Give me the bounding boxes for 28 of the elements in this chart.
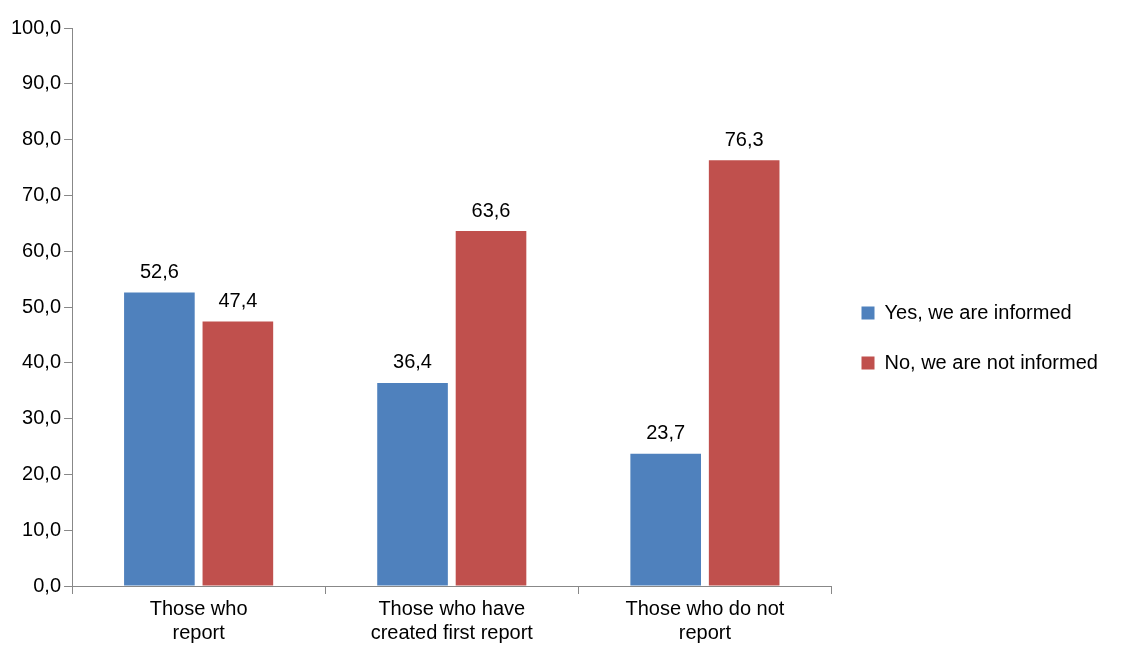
data-label: 52,6 [139, 260, 179, 283]
x-tick-label: Those who have created first report [370, 596, 534, 643]
y-tick-label: 10,0 [22, 517, 62, 540]
data-label: 63,6 [471, 198, 511, 221]
data-label: 23,7 [646, 421, 686, 444]
data-label: 36,4 [393, 350, 432, 373]
bar [708, 160, 780, 586]
y-tick-label: 20,0 [22, 461, 62, 484]
legend-label: Yes, we are informed [884, 300, 1072, 323]
y-tick-label: 30,0 [22, 406, 62, 429]
y-tick-label: 40,0 [22, 350, 62, 373]
legend-label: No, we are not informed [884, 350, 1098, 373]
data-label: 76,3 [724, 127, 764, 150]
bar [202, 321, 274, 586]
y-tick-label: 70,0 [22, 182, 62, 205]
bar [377, 382, 448, 586]
x-tick-label: Those who report [149, 596, 248, 643]
y-tick-label: 50,0 [22, 294, 62, 317]
y-tick-label: 0,0 [33, 573, 62, 596]
bar [124, 292, 195, 586]
y-tick-label: 80,0 [22, 127, 62, 150]
y-tick-label: 90,0 [22, 71, 62, 94]
bar [630, 453, 701, 586]
x-tick-label: Those who do not report [625, 596, 785, 643]
bar [455, 231, 527, 586]
data-label: 47,4 [218, 289, 258, 312]
y-tick-label: 60,0 [22, 238, 62, 261]
y-tick-label: 100,0 [10, 15, 62, 38]
